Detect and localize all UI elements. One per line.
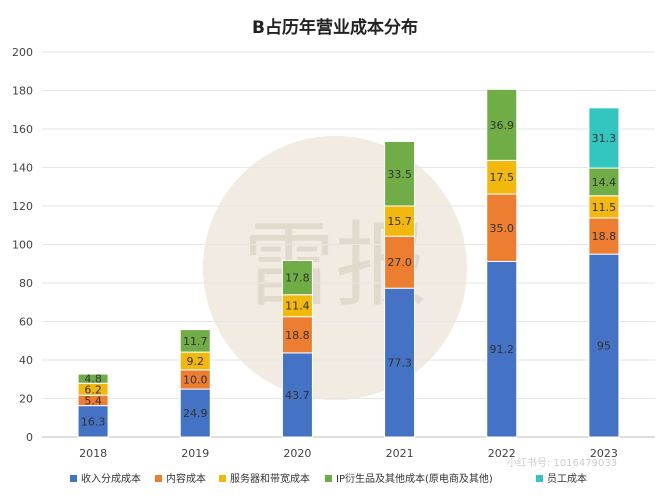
y-tick-label: 0: [26, 431, 33, 444]
bar-segment: [486, 159, 518, 195]
chart-title: B占历年营业成本分布: [252, 17, 418, 38]
y-tick-label: 80: [19, 277, 33, 290]
data-label: 15.7: [387, 215, 412, 228]
x-tick-label: 2022: [488, 447, 516, 460]
data-label: 4.8: [84, 373, 102, 386]
bar-segment: [486, 260, 518, 438]
y-tick-label: 60: [19, 316, 33, 329]
data-label: 33.5: [387, 168, 412, 181]
axes: 0 20 40 60 80 100 120 140 160 180 200 2018 2019 2020 2…: [12, 46, 618, 460]
legend-swatch: [325, 475, 332, 482]
legend-label: 服务器和带宽成本: [230, 472, 310, 485]
bar-segment: [486, 193, 518, 262]
data-label: 36.9: [490, 119, 515, 132]
bar-segment: [179, 329, 211, 353]
legend: 收入分成成本 内容成本 服务器和带宽成本 IP衍生品及其他成本(原电商及其他) 员工成本: [70, 472, 587, 485]
x-tick-label: 2020: [283, 447, 311, 460]
bar-segment: [281, 316, 313, 354]
data-label: 91.2: [490, 343, 515, 356]
bar-segment: [384, 205, 416, 237]
data-label: 11.7: [183, 335, 208, 348]
data-label: 9.2: [187, 355, 205, 368]
bar-segment: [486, 88, 518, 161]
data-label: 18.8: [285, 329, 310, 342]
x-tick-label: 2019: [181, 447, 209, 460]
legend-label: IP衍生品及其他成本(原电商及其他): [336, 472, 493, 485]
data-label: 77.3: [387, 357, 412, 370]
legend-swatch: [219, 475, 226, 482]
data-label: 5.4: [84, 394, 102, 407]
data-label: 11.5: [592, 201, 617, 214]
bar-segment: [179, 388, 211, 438]
data-label: 95: [597, 340, 611, 353]
y-tick-label: 40: [19, 354, 33, 367]
y-tick-label: 180: [12, 85, 33, 98]
y-tick-label: 120: [12, 200, 33, 213]
bar-segment: [77, 405, 109, 438]
legend-label: 内容成本: [166, 472, 206, 485]
legend-label: 收入分成成本: [81, 472, 141, 485]
y-tick-label: 140: [12, 162, 33, 175]
bar-segment: [384, 141, 416, 207]
x-tick-label: 2018: [79, 447, 107, 460]
bar-segment: [588, 217, 620, 255]
bars: [77, 88, 620, 438]
data-label: 31.3: [592, 132, 617, 145]
data-label: 27.0: [387, 256, 412, 269]
y-gridlines: [42, 51, 655, 438]
y-tick-label: 20: [19, 393, 33, 406]
legend-swatch: [155, 475, 162, 482]
x-tick-label: 2021: [386, 447, 414, 460]
bar-segment: [588, 253, 620, 438]
data-label: 17.5: [490, 171, 515, 184]
legend-swatch: [536, 475, 543, 482]
data-label: 6.2: [84, 383, 102, 396]
data-label: 43.7: [285, 389, 310, 402]
y-tick-label: 200: [12, 46, 33, 59]
data-label: 24.9: [183, 407, 208, 420]
bar-segment: [384, 235, 416, 289]
y-tick-label: 100: [12, 239, 33, 252]
data-label: 35.0: [490, 222, 515, 235]
bar-segment: [384, 287, 416, 438]
bar-segment: [77, 373, 109, 384]
legend-label: 员工成本: [547, 472, 587, 485]
y-tick-label: 160: [12, 123, 33, 136]
bar-segment: [281, 352, 313, 438]
source-caption: 小红书号: 1016479033: [507, 456, 617, 469]
bar-segment: [588, 107, 620, 169]
value-labels: 16.3 5.46.24.8 24.9 10.0 9.2 11.7 43.7 18.8 11.4…: [81, 119, 616, 428]
data-label: 16.3: [81, 415, 106, 428]
data-label: 17.8: [285, 272, 310, 285]
data-label: 11.4: [285, 300, 310, 313]
data-label: 10.0: [183, 373, 208, 386]
data-label: 14.4: [592, 176, 617, 189]
bar-segment: [281, 259, 313, 296]
legend-swatch: [70, 475, 77, 482]
x-tick-label: 2023: [590, 447, 618, 460]
data-label: 18.8: [592, 230, 617, 243]
